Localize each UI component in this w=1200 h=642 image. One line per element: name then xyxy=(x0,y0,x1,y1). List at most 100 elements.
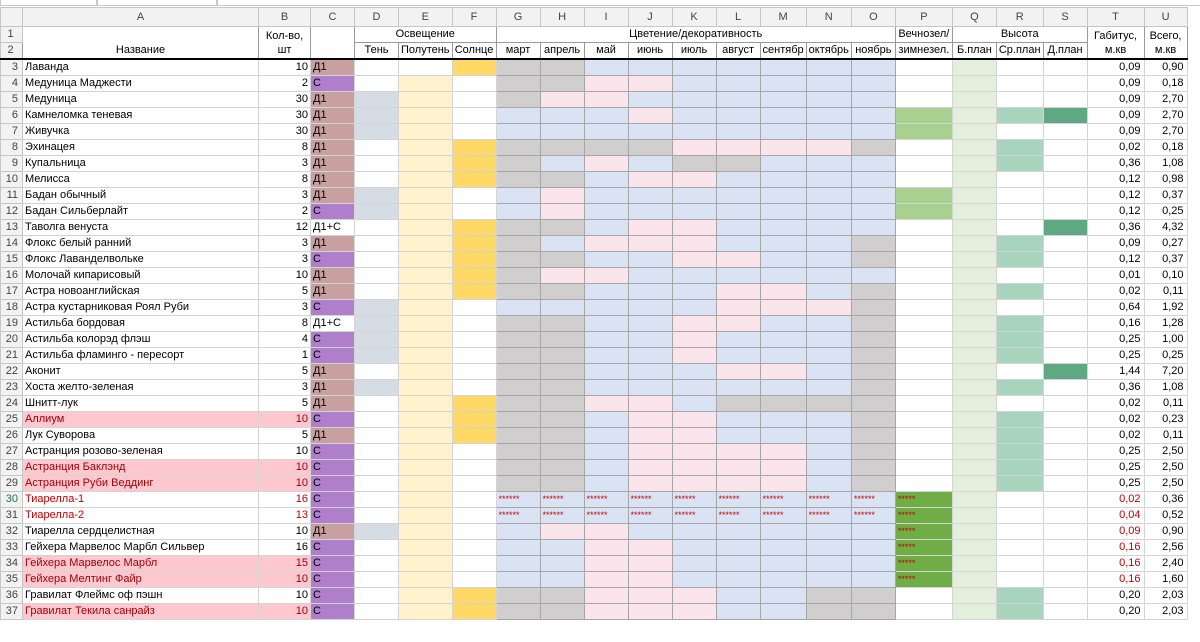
sun-cell[interactable] xyxy=(451,491,497,508)
plant-name-cell[interactable]: Медуница xyxy=(22,91,259,108)
month-cell-1[interactable] xyxy=(539,58,585,76)
month-cell-7[interactable] xyxy=(805,155,852,172)
month-cell-1[interactable] xyxy=(539,571,585,588)
total-cell[interactable]: 0,10 xyxy=(1143,267,1188,284)
habitus-cell[interactable]: 0,16 xyxy=(1086,315,1145,332)
month-cell-0[interactable] xyxy=(495,75,541,92)
quantity-cell[interactable]: 15 xyxy=(258,555,311,572)
month-cell-3[interactable] xyxy=(627,219,673,236)
total-cell[interactable]: 1,08 xyxy=(1143,379,1188,396)
front-plan-cell[interactable] xyxy=(951,571,997,588)
habitus-cell[interactable]: 0,16 xyxy=(1086,571,1145,588)
front-plan-cell[interactable] xyxy=(951,411,997,428)
sun-cell[interactable] xyxy=(451,139,497,156)
month-cell-3[interactable] xyxy=(627,379,673,396)
column-header-r[interactable]: R xyxy=(995,7,1044,27)
front-plan-cell[interactable] xyxy=(951,123,997,140)
shade-cell[interactable] xyxy=(354,603,399,620)
month-cell-8[interactable] xyxy=(850,363,896,380)
front-plan-cell[interactable] xyxy=(951,283,997,300)
habitus-cell[interactable]: 0,64 xyxy=(1086,299,1145,316)
part-sun-cell[interactable] xyxy=(398,155,453,172)
quantity-cell[interactable]: 10 xyxy=(258,571,311,588)
evergreen-cell[interactable] xyxy=(894,75,953,92)
front-plan-cell[interactable] xyxy=(951,219,997,236)
month-cell-5[interactable] xyxy=(715,267,761,284)
back-plan-cell[interactable] xyxy=(1042,539,1088,556)
front-plan-cell[interactable] xyxy=(951,299,997,316)
evergreen-cell[interactable] xyxy=(894,219,953,236)
month-cell-5[interactable] xyxy=(715,251,761,268)
month-cell-4[interactable] xyxy=(671,251,717,268)
month-cell-0[interactable] xyxy=(495,203,541,220)
sun-cell[interactable] xyxy=(451,603,497,620)
middle-plan-cell[interactable] xyxy=(995,539,1044,556)
month-cell-3[interactable] xyxy=(627,155,673,172)
middle-plan-cell[interactable] xyxy=(995,475,1044,492)
back-plan-cell[interactable] xyxy=(1042,251,1088,268)
month-cell-0[interactable] xyxy=(495,187,541,204)
part-sun-cell[interactable] xyxy=(398,523,453,540)
month-cell-3[interactable]: ****** xyxy=(627,507,673,524)
month-cell-8[interactable] xyxy=(850,139,896,156)
middle-plan-cell[interactable] xyxy=(995,603,1044,620)
month-cell-2[interactable] xyxy=(583,315,629,332)
sun-cell[interactable] xyxy=(451,587,497,604)
plant-name-cell[interactable]: Бадан обычный xyxy=(22,187,259,204)
row-header-19[interactable]: 19 xyxy=(0,315,23,332)
habitus-cell[interactable]: 0,25 xyxy=(1086,443,1145,460)
month-cell-0[interactable] xyxy=(495,139,541,156)
month-cell-1[interactable] xyxy=(539,267,585,284)
month-cell-2[interactable] xyxy=(583,395,629,412)
sun-cell[interactable] xyxy=(451,251,497,268)
sun-cell[interactable] xyxy=(451,267,497,284)
month-cell-8[interactable] xyxy=(850,235,896,252)
shade-cell[interactable] xyxy=(354,331,399,348)
evergreen-cell[interactable] xyxy=(894,315,953,332)
row-header-11[interactable]: 11 xyxy=(0,187,23,204)
shade-cell[interactable] xyxy=(354,139,399,156)
part-sun-cell[interactable] xyxy=(398,107,453,124)
part-sun-cell[interactable] xyxy=(398,235,453,252)
type-cell[interactable]: Д1 xyxy=(310,58,355,76)
month-cell-3[interactable] xyxy=(627,395,673,412)
shade-cell[interactable] xyxy=(354,523,399,540)
month-cell-6[interactable] xyxy=(759,283,807,300)
sun-cell[interactable] xyxy=(451,443,497,460)
sun-cell[interactable] xyxy=(451,91,497,108)
sun-cell[interactable] xyxy=(451,379,497,396)
month-cell-5[interactable] xyxy=(715,459,761,476)
month-cell-2[interactable] xyxy=(583,603,629,620)
habitus-cell[interactable]: 0,02 xyxy=(1086,411,1145,428)
month-cell-8[interactable] xyxy=(850,539,896,556)
month-cell-1[interactable] xyxy=(539,587,585,604)
total-cell[interactable]: 1,28 xyxy=(1143,315,1188,332)
shade-cell[interactable] xyxy=(354,187,399,204)
month-cell-7[interactable] xyxy=(805,475,852,492)
plant-name-cell[interactable]: Гравилат Текила санрайз xyxy=(22,603,259,620)
middle-plan-cell[interactable] xyxy=(995,91,1044,108)
evergreen-cell[interactable] xyxy=(894,459,953,476)
month-cell-4[interactable] xyxy=(671,347,717,364)
sun-cell[interactable] xyxy=(451,107,497,124)
middle-plan-cell[interactable] xyxy=(995,395,1044,412)
shade-cell[interactable] xyxy=(354,443,399,460)
row-header-8[interactable]: 8 xyxy=(0,139,23,156)
month-cell-0[interactable] xyxy=(495,91,541,108)
total-cell[interactable]: 1,60 xyxy=(1143,571,1188,588)
total-cell[interactable]: 0,90 xyxy=(1143,58,1188,76)
part-sun-cell[interactable] xyxy=(398,58,453,76)
month-cell-1[interactable] xyxy=(539,459,585,476)
quantity-cell[interactable]: 10 xyxy=(258,58,311,76)
month-cell-5[interactable]: ****** xyxy=(715,507,761,524)
front-plan-cell[interactable] xyxy=(951,555,997,572)
month-cell-6[interactable] xyxy=(759,75,807,92)
back-plan-cell[interactable] xyxy=(1042,491,1088,508)
month-cell-0[interactable] xyxy=(495,299,541,316)
month-cell-2[interactable]: ****** xyxy=(583,507,629,524)
month-cell-5[interactable]: ****** xyxy=(715,491,761,508)
habitus-cell[interactable]: 0,16 xyxy=(1086,555,1145,572)
plant-name-cell[interactable]: Купальница xyxy=(22,155,259,172)
month-cell-7[interactable] xyxy=(805,315,852,332)
month-cell-8[interactable] xyxy=(850,58,896,76)
